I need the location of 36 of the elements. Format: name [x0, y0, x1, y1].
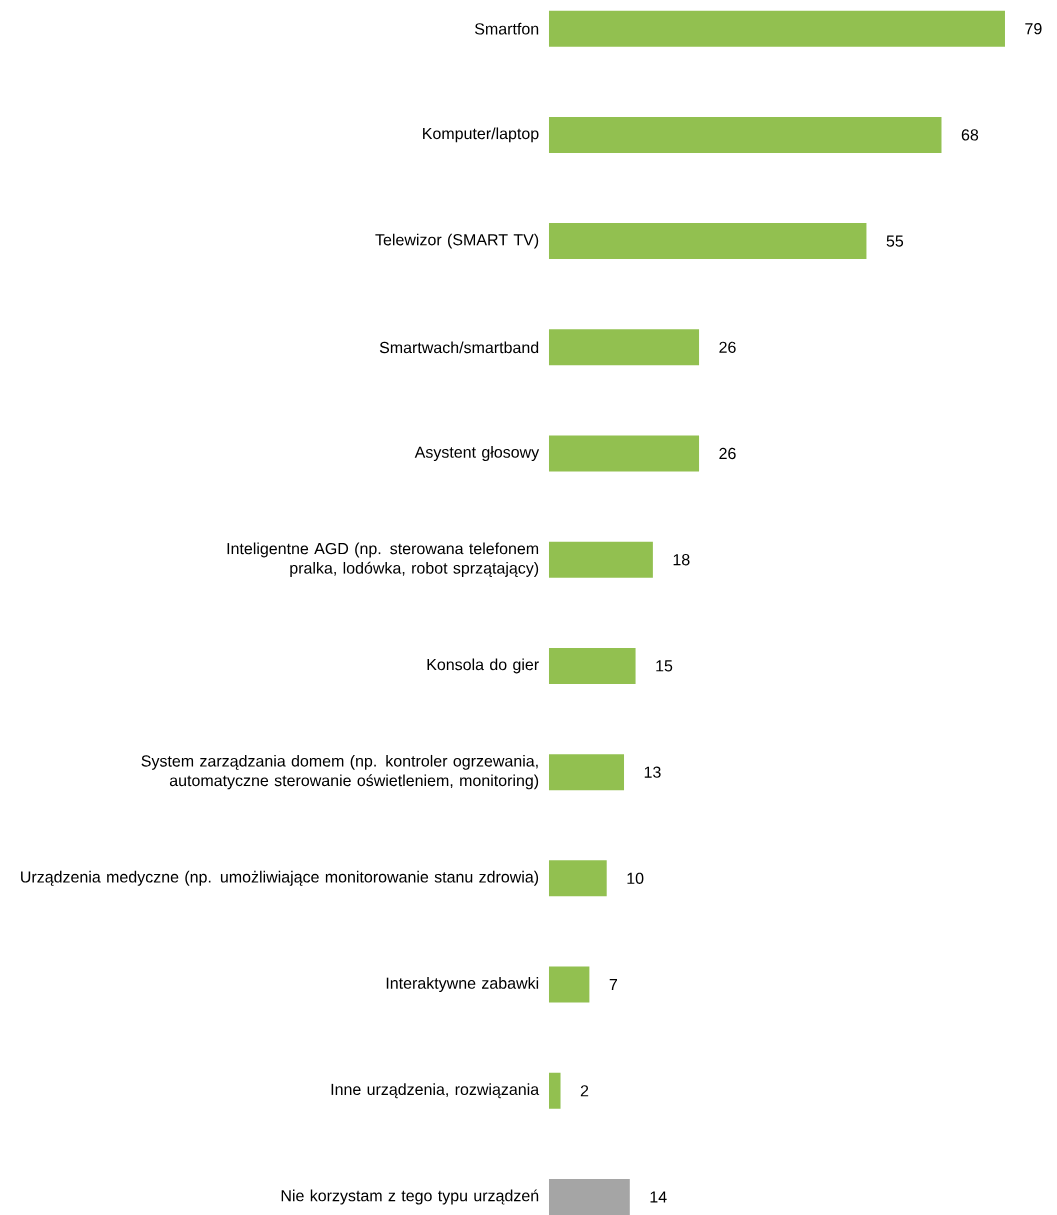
data-label: 2: [580, 1085, 589, 1097]
data-label: 14: [650, 1191, 667, 1203]
bar: [548, 860, 607, 897]
data-label: 55: [886, 235, 904, 247]
data-label: 79: [1025, 23, 1042, 35]
bar: [548, 1072, 561, 1109]
y-tick-label: System zarządzania domem (np. kontroler ogrzewania, automatyczne sterowanie oświetleniem, monitoring): [141, 754, 539, 790]
data-label: 13: [644, 766, 661, 778]
y-tick-label: Komputer/laptop: [423, 127, 539, 143]
data-label: 15: [656, 660, 673, 672]
y-tick-label: Interaktywne zabawki: [386, 977, 539, 992]
bar: [548, 647, 636, 684]
y-tick-label: Nie korzystam z tego typu urządzeń: [281, 1189, 539, 1205]
bar: [548, 116, 942, 153]
bar: [548, 223, 867, 260]
y-tick-label: Inteligentne AGD (np. sterowana telefonem pralka, lodówka, robot sprzątający): [227, 542, 539, 577]
y-tick-label: Telewizor (SMART TV): [375, 233, 539, 249]
y-tick-label: Urządzenia medyczne (np. umożliwiające monitorowanie stanu zdrowia): [21, 870, 539, 886]
y-tick-label: Asystent głosowy: [414, 446, 540, 461]
bar: [548, 966, 590, 1003]
y-tick-label: Smartwach/smartband: [379, 341, 539, 354]
data-label: 26: [719, 447, 736, 460]
bar: [548, 10, 1005, 47]
y-tick-label: Smartfon: [474, 22, 539, 35]
data-label: 26: [719, 341, 736, 353]
bar: [548, 541, 653, 578]
y-tick-label: Konsola do gier: [427, 658, 539, 674]
bar: [548, 329, 700, 366]
data-label: 10: [627, 872, 644, 884]
bar: [548, 754, 625, 791]
bar: [548, 1178, 630, 1215]
data-label: 18: [673, 554, 690, 566]
y-tick-label: Inne urządzenia, rozwiązania: [331, 1083, 540, 1099]
data-label: 68: [961, 129, 979, 141]
data-label: 7: [609, 979, 618, 991]
bar: [548, 435, 700, 472]
